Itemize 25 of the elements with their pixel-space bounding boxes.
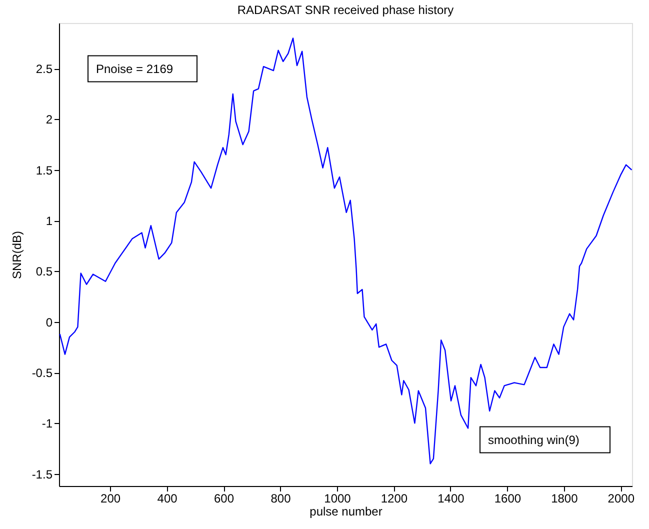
y-tick-label: 1.5 xyxy=(36,163,53,178)
x-tick-label: 600 xyxy=(214,492,234,506)
x-tick-label: 1000 xyxy=(324,492,352,506)
x-tick-label: 1200 xyxy=(380,492,408,506)
y-tick-label: -0.5 xyxy=(32,366,53,380)
x-tick-label: 2000 xyxy=(608,492,635,506)
y-tick-label: 0.5 xyxy=(36,264,53,279)
annotation: smoothing win(9) xyxy=(488,432,580,447)
y-tick-label: 2 xyxy=(46,112,53,127)
y-tick-label: -1 xyxy=(42,416,53,431)
x-tick-label: 1400 xyxy=(438,492,465,506)
x-tick-label: 200 xyxy=(100,492,121,506)
y-axis-title: SNR(dB) xyxy=(10,230,24,280)
x-tick-label: 400 xyxy=(157,492,178,506)
y-tick-label: 1 xyxy=(46,214,53,228)
x-axis-title: pulse number xyxy=(310,504,382,518)
annotation: Pnoise = 2169 xyxy=(96,62,174,76)
chart-title: RADARSAT SNR received phase history xyxy=(237,3,454,17)
x-tick-label: 1800 xyxy=(551,492,578,506)
y-tick-label: 0 xyxy=(46,315,53,330)
y-tick-label: 2.5 xyxy=(36,62,53,76)
line-series xyxy=(59,38,632,464)
y-tick-label: -1.5 xyxy=(32,467,53,482)
x-tick-label: 800 xyxy=(270,492,292,506)
x-tick-label: 1600 xyxy=(494,492,522,506)
